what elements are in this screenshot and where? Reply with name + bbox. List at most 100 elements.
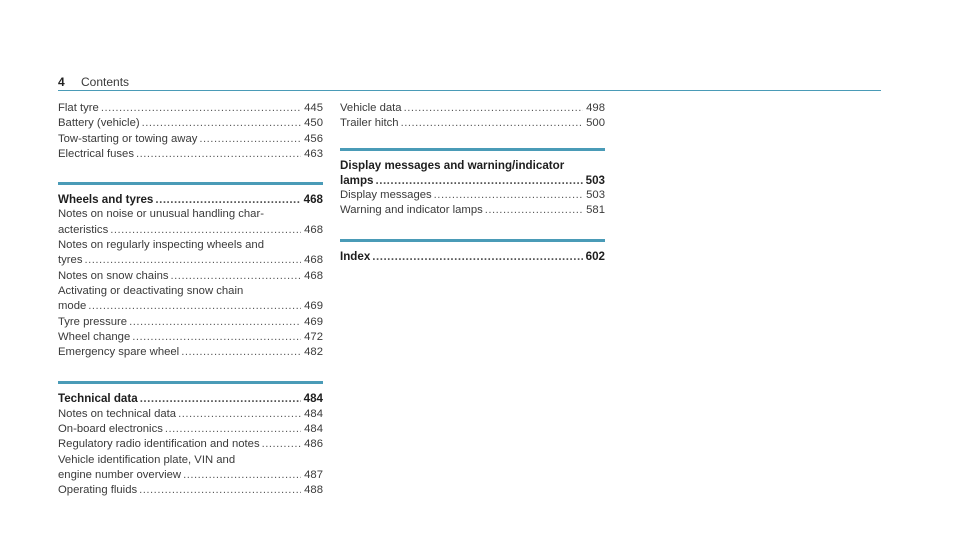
toc-section-heading[interactable]: Technical data 484 bbox=[58, 391, 323, 406]
toc-entry-page: 468 bbox=[304, 223, 323, 236]
toc-entry-label: Wheel change bbox=[58, 330, 131, 343]
leader-dots bbox=[181, 345, 301, 360]
toc-entry-tyre-pressure[interactable]: Tyre pressure 469 bbox=[58, 315, 323, 330]
section-heading-line: Display messages and warning/indicator bbox=[340, 158, 565, 172]
section-rule bbox=[340, 238, 605, 242]
toc-entry-snow-chain-mode[interactable]: Activating or deactivating snow chain mo… bbox=[58, 284, 323, 315]
toc-entry-snow-chains[interactable]: Notes on snow chains 468 bbox=[58, 269, 323, 284]
section-heading-label: Technical data bbox=[58, 392, 138, 406]
toc-entry-radio-identification[interactable]: Regulatory radio identification and note… bbox=[58, 437, 323, 452]
toc-entry-label: Flat tyre bbox=[58, 102, 99, 114]
leader-dots bbox=[199, 132, 301, 147]
toc-entry-label: Tyre pressure bbox=[58, 315, 128, 328]
toc-entry-tow-starting[interactable]: Tow-starting or towing away 456 bbox=[58, 132, 323, 147]
toc-entry-label: Tow-starting or towing away bbox=[58, 132, 198, 145]
toc-entry-label: tyres bbox=[58, 254, 83, 267]
toc-entry-page: 486 bbox=[304, 438, 323, 451]
toc-entry-vehicle-data[interactable]: Vehicle data 498 bbox=[340, 101, 605, 116]
leader-dots bbox=[110, 223, 301, 238]
toc-entry-label: Vehicle data bbox=[340, 102, 402, 114]
toc-section-display-messages: Display messages and warning/indicator l… bbox=[340, 147, 605, 219]
leader-dots bbox=[404, 101, 584, 116]
toc-entry-page: 469 bbox=[304, 300, 323, 313]
toc-entry-label: Warning and indicator lamps bbox=[340, 204, 483, 217]
section-rule bbox=[340, 147, 605, 151]
toc-entry-page: 488 bbox=[304, 484, 323, 497]
toc-group-vehicle-breakdown: Flat tyre 445 Battery (vehicle) 450 Tow-st… bbox=[58, 101, 323, 162]
toc-entry-page: 581 bbox=[586, 204, 605, 217]
section-heading-label: Wheels and tyres bbox=[58, 193, 154, 207]
leader-dots bbox=[262, 437, 302, 452]
leader-dots bbox=[139, 483, 301, 498]
toc-entry-label: Notes on technical data bbox=[58, 407, 177, 420]
toc-section-index: Index 602 bbox=[340, 238, 605, 264]
toc-entry-page: 456 bbox=[304, 132, 323, 145]
leader-dots bbox=[140, 391, 301, 406]
leader-dots bbox=[178, 407, 301, 422]
toc-entry-flat-tyre[interactable]: Flat tyre 445 bbox=[58, 101, 323, 116]
toc-entry-page: 482 bbox=[304, 346, 323, 359]
page-header: 4 Contents bbox=[58, 75, 881, 91]
toc-entry-wheel-change[interactable]: Wheel change 472 bbox=[58, 330, 323, 345]
page-number: 4 bbox=[58, 75, 65, 89]
toc-entry-inspecting-wheels[interactable]: Notes on regularly inspecting wheels and… bbox=[58, 238, 323, 269]
leader-dots bbox=[155, 192, 300, 207]
toc-entry-label-line: Activating or deactivating snow chain bbox=[58, 284, 244, 297]
toc-entry-label: Electrical fuses bbox=[58, 147, 134, 160]
leader-dots bbox=[171, 269, 302, 284]
toc-entry-page: 469 bbox=[304, 315, 323, 328]
leader-dots bbox=[485, 203, 583, 218]
leader-dots bbox=[142, 116, 302, 131]
toc-entry-onboard-electronics[interactable]: On-board electronics 484 bbox=[58, 422, 323, 437]
toc-entry-operating-fluids[interactable]: Operating fluids 488 bbox=[58, 483, 323, 498]
leader-dots bbox=[183, 468, 301, 483]
section-heading-label: lamps bbox=[340, 173, 374, 187]
toc-section-heading[interactable]: Display messages and warning/indicator l… bbox=[340, 158, 605, 189]
toc-entry-trailer-hitch[interactable]: Trailer hitch 500 bbox=[340, 116, 605, 131]
toc-entry-label: engine number overview bbox=[58, 468, 182, 481]
section-heading-label: Index bbox=[340, 249, 371, 263]
toc-entry-label-line: Vehicle identification plate, VIN and bbox=[58, 453, 236, 466]
toc-entry-page: 484 bbox=[304, 407, 323, 420]
leader-dots bbox=[165, 422, 301, 437]
section-heading-page: 602 bbox=[585, 249, 605, 263]
toc-entry-label: Emergency spare wheel bbox=[58, 346, 180, 359]
toc-entry-page: 503 bbox=[586, 189, 605, 202]
header-rule bbox=[58, 90, 881, 91]
toc-entry-page: 445 bbox=[304, 102, 323, 114]
toc-entry-warning-lamps[interactable]: Warning and indicator lamps 581 bbox=[340, 203, 605, 218]
toc-entry-display-messages[interactable]: Display messages 503 bbox=[340, 188, 605, 203]
toc-entry-technical-notes[interactable]: Notes on technical data 484 bbox=[58, 407, 323, 422]
leader-dots bbox=[88, 299, 301, 314]
leader-dots bbox=[434, 188, 583, 203]
section-heading-page: 503 bbox=[585, 173, 605, 187]
toc-entry-noise-handling[interactable]: Notes on noise or unusual handling char-… bbox=[58, 207, 323, 238]
toc-entry-page: 450 bbox=[304, 117, 323, 130]
toc-entry-page: 498 bbox=[586, 102, 605, 114]
toc-entry-page: 487 bbox=[304, 468, 323, 481]
leader-dots bbox=[372, 249, 582, 264]
section-rule bbox=[58, 381, 323, 385]
toc-entry-spare-wheel[interactable]: Emergency spare wheel 482 bbox=[58, 345, 323, 360]
toc-entry-label: Display messages bbox=[340, 189, 432, 202]
toc-entry-electrical-fuses[interactable]: Electrical fuses 463 bbox=[58, 147, 323, 162]
page-title: Contents bbox=[81, 75, 130, 89]
toc-section-wheels-and-tyres: Wheels and tyres 468 Notes on noise or un… bbox=[58, 182, 323, 360]
section-heading-page: 468 bbox=[303, 193, 323, 207]
toc-entry-vehicle-identification[interactable]: Vehicle identification plate, VIN and en… bbox=[58, 453, 323, 484]
toc-right-column: Vehicle data 498 Trailer hitch 500 Display… bbox=[340, 101, 605, 264]
toc-section-heading[interactable]: Index 602 bbox=[340, 249, 605, 264]
toc-entry-label: Notes on snow chains bbox=[58, 269, 169, 282]
toc-entry-page: 500 bbox=[586, 117, 605, 130]
toc-section-technical-data: Technical data 484 Notes on technical dat… bbox=[58, 381, 323, 498]
section-rule bbox=[58, 182, 323, 186]
leader-dots bbox=[132, 330, 301, 345]
toc-entry-label: mode bbox=[58, 300, 87, 313]
leader-dots bbox=[401, 116, 584, 131]
leader-dots bbox=[84, 253, 301, 268]
toc-section-heading[interactable]: Wheels and tyres 468 bbox=[58, 192, 323, 207]
leader-dots bbox=[376, 173, 583, 188]
leader-dots bbox=[136, 147, 301, 162]
toc-entry-battery[interactable]: Battery (vehicle) 450 bbox=[58, 116, 323, 131]
toc-entry-page: 472 bbox=[304, 330, 323, 343]
